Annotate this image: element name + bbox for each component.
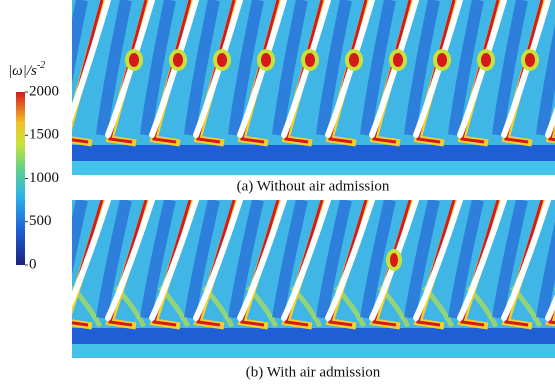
colorbar-label-exponent: -2 — [37, 60, 45, 71]
flow-bottom — [72, 344, 555, 358]
vortex-core — [217, 53, 227, 67]
flow-low-band — [72, 145, 555, 161]
vortex-core — [481, 53, 491, 67]
vortex-core — [129, 53, 139, 67]
colorbar-tick-label: 500 — [29, 213, 52, 229]
colorbar-tick-label: 1000 — [29, 170, 59, 186]
colorbar-tick-label: 0 — [29, 256, 37, 272]
flow-bottom — [72, 161, 555, 175]
panel-b-contour — [58, 200, 555, 358]
vortex-core — [525, 53, 535, 67]
vortex-core — [349, 53, 359, 67]
vortex-core — [261, 53, 271, 67]
flow-low-band — [72, 328, 555, 344]
vortex-core — [305, 53, 315, 67]
vortex-core — [173, 53, 183, 67]
page: |ω|/s-2 (a) Without air admission (b) Wi… — [0, 0, 555, 385]
figure: |ω|/s-2 (a) Without air admission (b) Wi… — [0, 0, 555, 385]
colorbar-tick-label: 2000 — [29, 83, 59, 99]
colorbar-label-text: |ω|/s — [8, 63, 37, 79]
vortex-core — [437, 53, 447, 67]
colorbar-tick-label: 1500 — [29, 127, 59, 143]
colorbar-label: |ω|/s-2 — [8, 60, 45, 79]
vortex-core — [393, 53, 403, 67]
panel-caption: (b) With air admission — [246, 364, 381, 380]
vortex-core — [390, 253, 398, 267]
colorbar — [16, 92, 25, 265]
panel-a-contour — [58, 0, 555, 175]
panel-caption: (a) Without air admission — [237, 178, 390, 194]
